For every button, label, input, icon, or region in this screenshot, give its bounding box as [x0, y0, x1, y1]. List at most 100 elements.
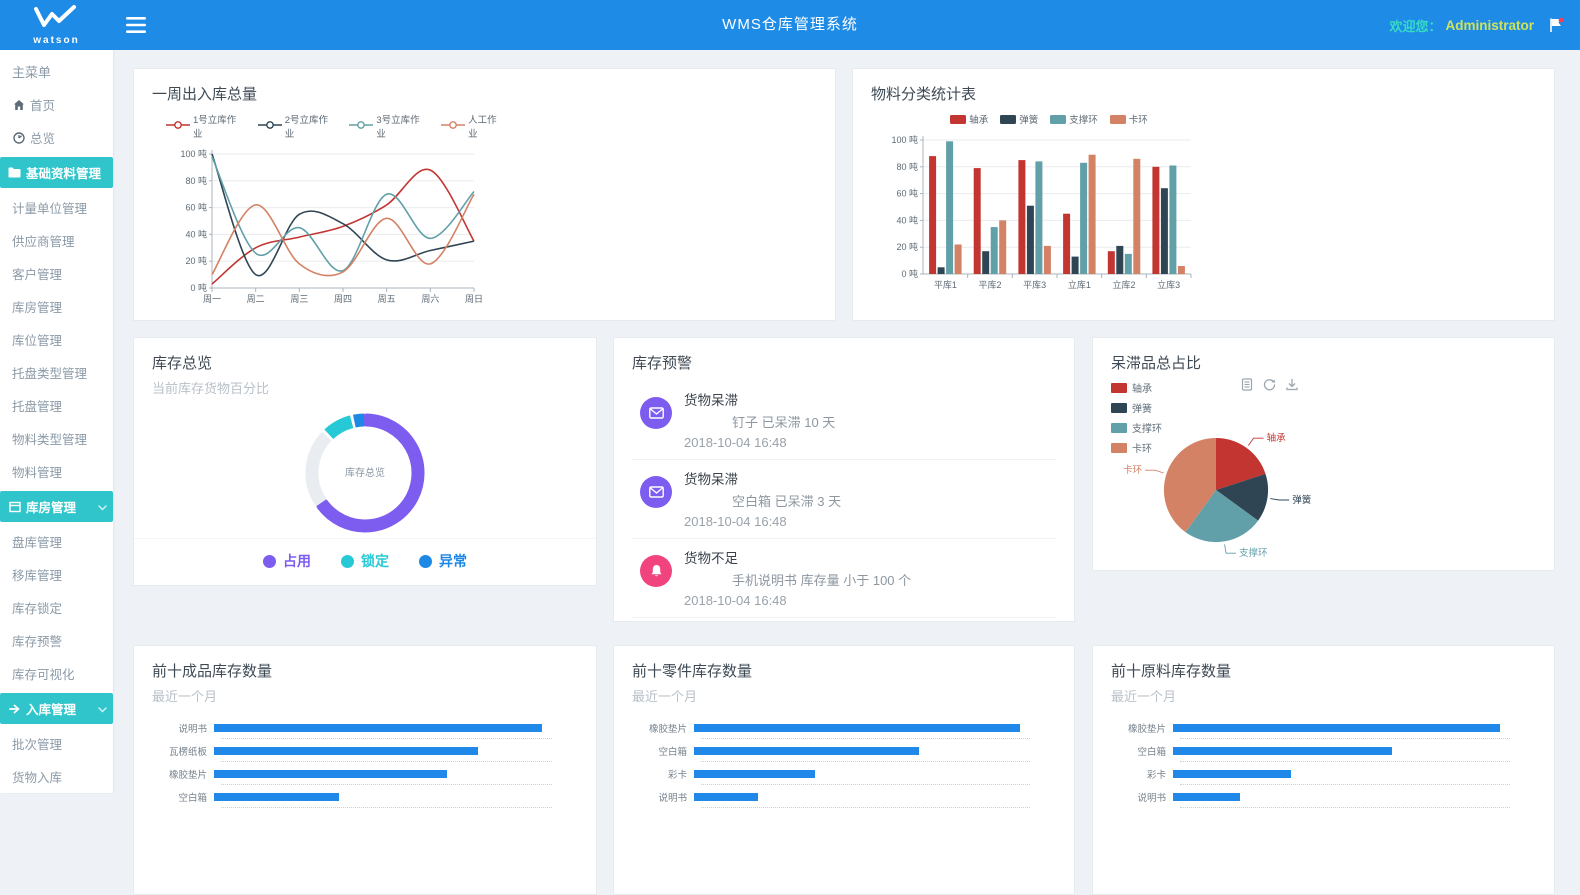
legend-item-2号立库作业[interactable]: 2号立库作业: [257, 112, 338, 140]
refresh-icon[interactable]: [1263, 378, 1276, 391]
pie-slice-轴承: [1216, 437, 1266, 490]
sidebar-item-location-management[interactable]: 库位管理: [0, 323, 113, 356]
sidebar-item-basic-data[interactable]: 基础资料管理: [0, 157, 113, 188]
legend-item-轴承[interactable]: 轴承: [950, 112, 988, 126]
legend-item-支撑环[interactable]: 支撑环: [1111, 420, 1162, 435]
sidebar-item-supplier-management[interactable]: 供应商管理: [0, 224, 113, 257]
home-icon: [12, 98, 25, 111]
bar-卡环-立库2: [1133, 158, 1141, 274]
alert-message: 手机说明书 库存量 小于 100 个: [732, 573, 912, 588]
card-weekly-io-total: 一周出入库总量 1号立库作业 2号立库作业 3号立库作业 人工作业 0 吨 20 吨 40…: [133, 68, 836, 321]
svg-text:周四: 周四: [334, 294, 352, 304]
svg-text:立库3: 立库3: [1157, 279, 1180, 290]
svg-text:周日: 周日: [465, 294, 483, 304]
donut-segment-剩余: [305, 431, 332, 507]
legend-swatch: [1111, 382, 1127, 393]
sidebar-item-inventory-check[interactable]: 盘库管理: [0, 525, 113, 558]
hbar-label: 橡胶垫片: [168, 769, 207, 781]
legend-item-卡环[interactable]: 卡环: [1109, 112, 1148, 126]
alert-item[interactable]: 货物呆滞 钉子 已呆滞 10 天 2018-10-04 16:48: [632, 381, 1056, 460]
hbar-row: 瓦楞纸板: [152, 740, 578, 761]
sidebar: 主菜单 首页 总览 基础资料管理 计量单位管理 供应商管理 客户管理 库房管理 库位管理 托盘类…: [0, 50, 113, 793]
svg-text:平库3: 平库3: [1023, 279, 1046, 290]
sidebar-item-label: 货物入库: [12, 771, 63, 785]
bar-卡环-平库3: [1043, 245, 1051, 274]
data-view-icon[interactable]: [1241, 378, 1253, 391]
svg-text:80 吨: 80 吨: [185, 175, 207, 186]
sidebar-item-inbound-section[interactable]: 入库管理: [0, 693, 113, 724]
main-content: 一周出入库总量 1号立库作业 2号立库作业 3号立库作业 人工作业 0 吨 20 吨 40…: [113, 50, 1580, 895]
hbar-row: 橡胶垫片: [632, 717, 1056, 738]
hbar-label: 彩卡: [1146, 769, 1166, 781]
sidebar-item-label: 托盘类型管理: [12, 367, 88, 381]
hamburger-menu-icon[interactable]: [126, 15, 148, 35]
bar-卡环-平库2: [999, 220, 1007, 274]
top-parts-hbar-chart: 橡胶垫片 空白箱 彩卡 说明书: [632, 717, 1056, 808]
sidebar-item-stock-lock[interactable]: 库存锁定: [0, 591, 113, 624]
sidebar-item-home[interactable]: 首页: [0, 88, 113, 121]
bar-弹簧-平库1: [937, 267, 945, 274]
sidebar-item-pallet-type-management[interactable]: 托盘类型管理: [0, 356, 113, 389]
alert-timestamp: 2018-10-04 16:48: [684, 514, 787, 529]
sidebar-item-goods-inbound[interactable]: 货物入库: [0, 760, 113, 793]
hbar-label: 说明书: [1137, 792, 1166, 804]
sidebar-item-unit-management[interactable]: 计量单位管理: [0, 191, 113, 224]
svg-text:平库2: 平库2: [978, 279, 1001, 290]
legend-item-3号立库作业[interactable]: 3号立库作业: [349, 112, 429, 140]
hbar-label: 瓦楞纸板: [168, 746, 207, 758]
sidebar-item-stock-visualization[interactable]: 库存可视化: [0, 657, 113, 690]
sidebar-item-label: 物料类型管理: [12, 433, 88, 447]
legend-line-marker-icon: [257, 120, 282, 133]
sidebar-item-pallet-management[interactable]: 托盘管理: [0, 389, 113, 422]
card-subtitle: 最近一个月: [152, 689, 218, 704]
svg-text:60 吨: 60 吨: [185, 202, 207, 213]
welcome-label: 欢迎您：: [1389, 18, 1442, 34]
bar-支撑环-立库2: [1124, 253, 1132, 274]
legend-item-弹簧[interactable]: 弹簧: [1000, 112, 1038, 126]
username[interactable]: Administrator: [1445, 17, 1534, 33]
card-stagnant-ratio: 呆滞品总占比 轴承 弹簧 支撑环 卡环 轴承 弹簧 支撑环 卡环: [1092, 337, 1555, 571]
legend-item-弹簧[interactable]: 弹簧: [1111, 400, 1162, 415]
app-logo[interactable]: watson: [0, 0, 113, 50]
sidebar-item-material-management[interactable]: 物料管理: [0, 455, 113, 488]
alert-item[interactable]: 货物呆滞 空白箱 已呆滞 3 天 2018-10-04 16:48: [632, 460, 1056, 539]
sidebar-item-customer-management[interactable]: 客户管理: [0, 257, 113, 290]
sidebar-item-overview[interactable]: 总览: [0, 121, 113, 154]
bar-轴承-立库3: [1152, 166, 1160, 274]
notification-flag-icon[interactable]: [1548, 17, 1564, 33]
sidebar-item-warehouse-section[interactable]: 库房管理: [0, 491, 113, 522]
sidebar-item-stock-alert[interactable]: 库存预警: [0, 624, 113, 657]
hbar-bar: [214, 792, 340, 801]
card-title: 一周出入库总量: [152, 86, 258, 103]
sidebar-item-warehouse-management[interactable]: 库房管理: [0, 290, 113, 323]
card-top-raw-stock: 前十原料库存数量 最近一个月 橡胶垫片 空白箱 彩卡 说明书: [1092, 645, 1555, 895]
legend-item-占用[interactable]: 占用: [263, 551, 311, 571]
line-series-3号立库作业: [211, 156, 475, 272]
alert-item[interactable]: 货物不足 手机说明书 库存量 小于 100 个 2018-10-04 16:48: [632, 539, 1056, 618]
legend-item-异常[interactable]: 异常: [419, 551, 467, 571]
alert-item[interactable]: 货物超出 硬纸板 库存量 大于 300 个 2018-10-04 16:48: [632, 618, 1056, 621]
legend-item-卡环[interactable]: 卡环: [1111, 440, 1162, 455]
sidebar-item-move-management[interactable]: 移库管理: [0, 558, 113, 591]
card-title: 前十零件库存数量: [632, 663, 753, 680]
svg-text:卡环: 卡环: [1123, 464, 1142, 476]
sidebar-item-label: 库存锁定: [12, 602, 63, 616]
legend-item-支撑环[interactable]: 支撑环: [1050, 112, 1098, 126]
bar-卡环-立库1: [1088, 154, 1096, 274]
legend-item-轴承[interactable]: 轴承: [1111, 380, 1162, 395]
legend-swatch: [950, 114, 967, 124]
pie-slice-弹簧: [1216, 473, 1269, 521]
download-icon[interactable]: [1286, 378, 1298, 391]
card-title: 前十原料库存数量: [1111, 663, 1232, 680]
hbar-gridline: [1180, 738, 1510, 739]
svg-text:0 吨: 0 吨: [190, 282, 207, 293]
logo-text: watson: [33, 34, 80, 46]
hbar-gridline: [221, 807, 552, 808]
bar-支撑环-平库2: [990, 227, 998, 274]
legend-item-人工作业[interactable]: 人工作业: [441, 112, 506, 140]
sidebar-item-batch-management[interactable]: 批次管理: [0, 727, 113, 760]
legend-item-1号立库作业[interactable]: 1号立库作业: [166, 112, 246, 140]
legend-item-锁定[interactable]: 锁定: [341, 551, 389, 571]
sidebar-item-material-type-management[interactable]: 物料类型管理: [0, 422, 113, 455]
sidebar-item-label: 库存可视化: [12, 668, 75, 682]
